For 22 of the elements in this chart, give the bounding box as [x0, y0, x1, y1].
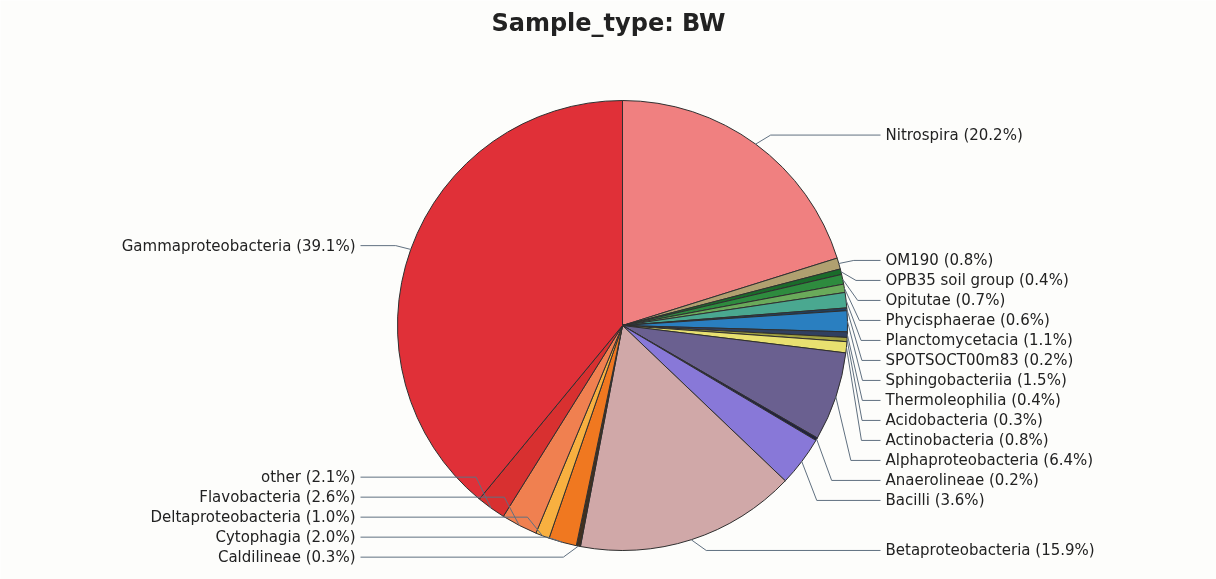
slice-label: Anaerolineae (0.2%)	[885, 471, 1039, 490]
slice-label: Thermoleophilia (0.4%)	[884, 391, 1061, 410]
slice-label: Deltaproteobacteria (1.0%)	[150, 508, 356, 527]
slice-label: OM190 (0.8%)	[885, 251, 994, 270]
chart-title: Sample_type: BW	[491, 8, 726, 37]
slice-label: other (2.1%)	[260, 468, 356, 487]
slice-label: Opitutae (0.7%)	[885, 291, 1006, 310]
slice-label: Alphaproteobacteria (6.4%)	[885, 451, 1094, 470]
slice-label: OPB35 soil group (0.4%)	[885, 271, 1069, 290]
slice-label: Actinobacteria (0.8%)	[885, 431, 1049, 450]
slice-label: Planctomycetacia (1.1%)	[885, 331, 1073, 350]
slice-label: Flavobacteria (2.6%)	[199, 488, 356, 507]
slice-label: Bacilli (3.6%)	[885, 491, 985, 510]
slice-label: Betaproteobacteria (15.9%)	[885, 541, 1095, 560]
slice-label: Acidobacteria (0.3%)	[885, 411, 1043, 430]
slice-label: SPOTSOCT00m83 (0.2%)	[885, 351, 1074, 370]
slice-label: Gammaproteobacteria (39.1%)	[121, 236, 356, 255]
slice-label: Caldilineae (0.3%)	[217, 548, 356, 567]
slice-label: Phycisphaerae (0.6%)	[885, 311, 1050, 330]
slice-label: Sphingobacteriia (1.5%)	[885, 371, 1067, 390]
slice-label: Nitrospira (20.2%)	[885, 126, 1023, 145]
slice-label: Cytophagia (2.0%)	[215, 528, 356, 547]
